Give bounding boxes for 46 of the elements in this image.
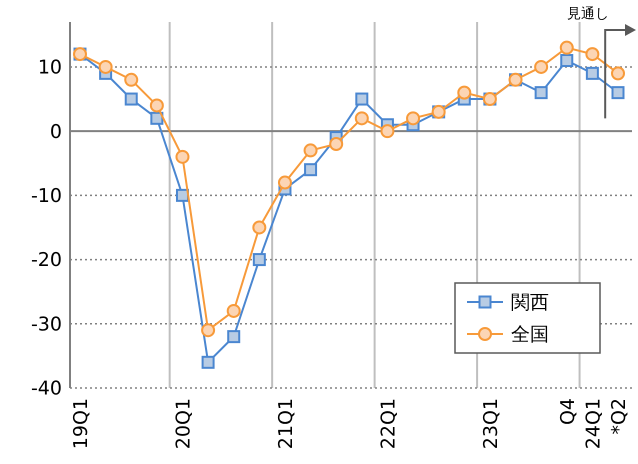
point (201, 323, 216, 338)
point (457, 86, 472, 100)
point (98, 60, 113, 74)
point (406, 111, 420, 126)
point (150, 98, 164, 112)
x-tick-label: *Q2 (608, 398, 630, 435)
x-tick-label: 20Q1 (172, 398, 194, 450)
y-tick-label: 10 (38, 56, 62, 79)
point (585, 47, 600, 62)
point (226, 304, 241, 318)
point (380, 124, 394, 138)
x-tick-label: 24Q1 (582, 398, 604, 450)
point (150, 112, 164, 125)
x-tick-label: 22Q1 (377, 398, 400, 450)
legend-label: 全国 (511, 324, 549, 346)
point (304, 143, 318, 158)
point (252, 253, 266, 266)
point (586, 66, 599, 80)
point (175, 150, 190, 164)
point (611, 66, 625, 80)
point (612, 86, 624, 100)
x-tick-label: 23Q1 (480, 398, 502, 450)
point (354, 111, 369, 126)
point (227, 330, 240, 344)
point (329, 137, 344, 151)
point (534, 60, 548, 74)
point (124, 92, 138, 106)
y-tick-label: -10 (30, 185, 62, 208)
x-tick-label: 19Q1 (70, 398, 92, 450)
y-tick-label: 0 (50, 120, 62, 143)
y-tick-label: -30 (30, 313, 62, 336)
point (202, 356, 215, 369)
legend-label: 関西 (511, 292, 549, 314)
point (560, 54, 574, 68)
y-tick-label: -40 (30, 378, 62, 400)
point (534, 86, 548, 100)
point (278, 176, 292, 190)
x-tick-label: Q4 (556, 398, 579, 426)
x-tick-label: 21Q1 (274, 398, 297, 450)
annotation: 見通し (567, 6, 610, 22)
point (355, 92, 368, 106)
point (124, 72, 138, 87)
point (304, 163, 318, 176)
y-tick-label: -20 (30, 249, 62, 272)
point (252, 220, 266, 234)
point (560, 40, 574, 55)
